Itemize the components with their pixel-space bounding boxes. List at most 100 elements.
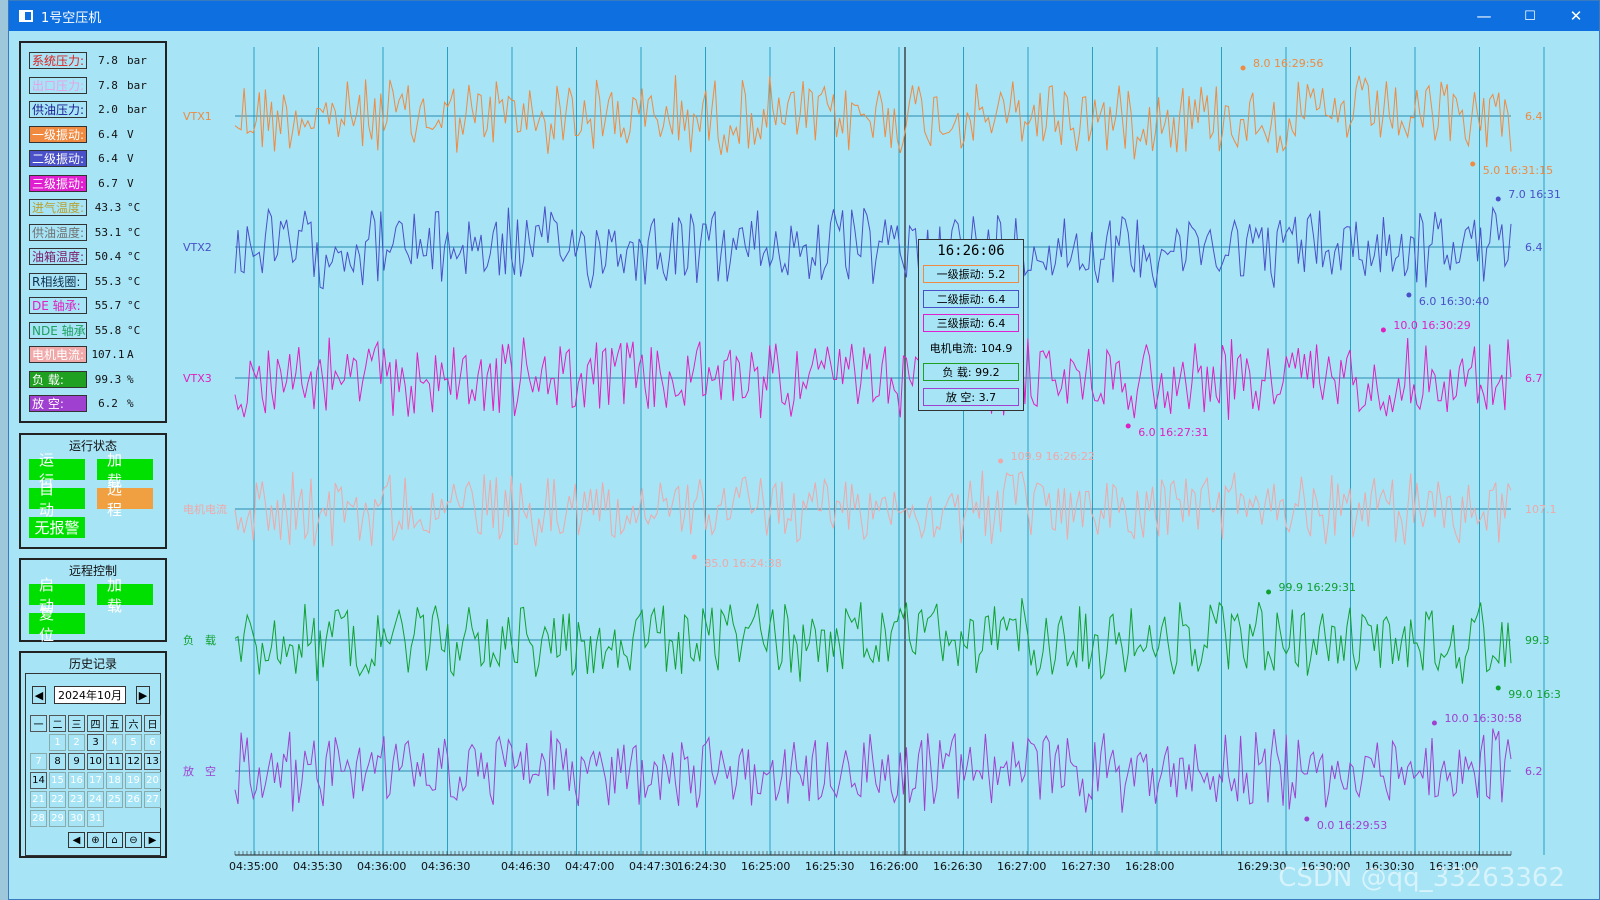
series-label: VTX1 [183,110,212,123]
calendar-day[interactable]: 21 [30,791,47,808]
calendar-day[interactable]: 20 [144,772,161,789]
metric-label: 三级振动: [29,174,87,192]
calendar-day[interactable]: 1 [49,734,66,751]
calendar-day[interactable]: 18 [106,772,123,789]
calendar-day[interactable]: 30 [68,810,85,827]
min-marker [1125,423,1131,429]
calendar-day[interactable]: 4 [106,734,123,751]
metric-row: 出口压力: 7.8 bar [29,76,147,95]
cal-prev-icon[interactable]: ◀ [68,832,85,848]
metric-row: 进气温度: 43.3 °C [29,198,140,217]
metric-value: 55.8 [94,323,122,337]
status-no-alarm: 无报警 [29,517,85,538]
series-label: 放 空 [183,764,216,778]
tooltip-row: 一级振动: 5.2 [923,265,1019,283]
metric-label: 二级振动: [29,150,87,167]
calendar-day[interactable]: 31 [87,810,104,827]
run-status-panel: 运行状态 运行 加载 自动 远程 无报警 [19,433,167,549]
calendar-day[interactable]: 8 [49,753,66,770]
metric-unit: °C [127,323,141,337]
minimize-button[interactable]: — [1476,7,1492,25]
metric-unit: °C [127,299,141,312]
min-label: 6.0 16:27:31 [1138,426,1208,439]
x-tick-label: 16:24:30 [677,860,726,873]
metric-label: 出口压力: [29,76,87,94]
series-line [234,337,1512,420]
metric-row: 三级振动: 6.7 V [29,174,134,193]
metric-value: 99.3 [94,372,122,386]
metric-row: DE 轴承: 55.7 °C [29,296,140,315]
trend-chart[interactable]: VTX1 6.4 8.0 16:29:56 5.0 16:31:15 VTX2 6.4 7.… [179,37,1599,899]
calendar-day[interactable]: 15 [49,772,66,789]
load-button[interactable]: 加载 [97,576,153,615]
metric-label: 一级振动: [29,125,87,143]
home-icon[interactable]: ⌂ [106,832,123,848]
calendar-day[interactable]: 11 [106,753,123,770]
cal-next-icon[interactable]: ▶ [144,832,161,848]
calendar-day[interactable]: 25 [106,791,123,808]
next-month-button[interactable]: ▶ [136,686,150,704]
series-current-value: 6.7 [1525,372,1543,385]
min-label: 0.0 16:29:53 [1317,819,1387,832]
remote-control-panel: 远程控制 启动 加载 复位 [19,558,167,644]
reset-button[interactable]: 复位 [29,605,85,644]
calendar-day[interactable]: 12 [125,753,142,770]
title-bar[interactable]: 1号空压机 — ☐ ✕ [9,1,1599,31]
x-tick-label: 16:25:00 [741,860,790,873]
prev-month-button[interactable]: ◀ [32,686,46,704]
zoom-in-icon[interactable]: ⊕ [87,832,104,848]
maximize-button[interactable]: ☐ [1524,8,1536,24]
calendar-day[interactable]: 22 [49,791,66,808]
x-tick-label: 16:27:00 [997,860,1046,873]
calendar-day[interactable]: 26 [125,791,142,808]
calendar-day[interactable]: 24 [87,791,104,808]
calendar-day[interactable]: 27 [144,791,161,808]
calendar-day[interactable]: 13 [144,753,161,770]
calendar-day[interactable]: 17 [87,772,104,789]
weekday-header: 日 [144,715,161,732]
series-current-value: 99.3 [1525,634,1550,647]
calendar-day[interactable]: 2 [68,734,85,751]
min-label: 85.0 16:24:38 [704,557,781,570]
metric-unit: °C [127,201,141,214]
calendar-day[interactable]: 3 [87,734,104,751]
calendar-day[interactable]: 23 [68,791,85,808]
metric-value: 6.2 [98,397,118,410]
x-tick-label: 04:36:00 [357,860,406,873]
metric-value: 7.8 [98,78,118,92]
calendar-day[interactable]: 7 [30,753,47,770]
calendar-day[interactable]: 29 [49,810,66,827]
metric-label: 放 空: [29,395,87,412]
min-label: 5.0 16:31:15 [1483,164,1553,177]
tooltip-row: 三级振动: 6.4 [923,314,1019,332]
metric-unit: V [127,176,134,190]
metric-label: 进气温度: [29,199,87,216]
weekday-header: 五 [106,715,123,732]
calendar-grid: 一二三四五六日 1 2 3 4 5 6 7 8 9 10 11 12 13 14 15 16 17 18 19 20 21… [30,715,161,827]
series-line [234,598,1512,684]
close-button[interactable]: ✕ [1569,7,1583,25]
min-label: 6.0 16:30:40 [1419,295,1489,308]
calendar-day[interactable]: 16 [68,772,85,789]
calendar-day[interactable]: 28 [30,810,47,827]
calendar-day[interactable]: 9 [68,753,85,770]
zoom-out-icon[interactable]: ⊖ [125,832,142,848]
metric-value: 6.4 [98,127,118,141]
month-selector[interactable]: 2024年10月 [54,686,126,704]
x-tick-label: 16:31:00 [1429,860,1478,873]
metric-value: 55.3 [94,274,122,288]
metric-unit: °C [127,274,141,288]
max-label: 99.9 16:29:31 [1279,581,1356,594]
metric-label: 油箱温度: [29,248,87,265]
tooltip-row: 电机电流: 104.9 [923,338,1019,357]
metric-row: 油箱温度: 50.4 °C [29,247,140,266]
metric-row: 一级振动: 6.4 V [29,125,134,144]
calendar-day[interactable]: 19 [125,772,142,789]
calendar-day[interactable]: 5 [125,734,142,751]
calendar-day[interactable]: 6 [144,734,161,751]
calendar-day[interactable]: 14 [30,772,47,789]
metric-value: 7.8 [98,54,118,67]
metric-row: 负 载: 99.3 % [29,370,134,389]
min-marker [1406,292,1412,298]
calendar-day[interactable]: 10 [87,753,104,770]
